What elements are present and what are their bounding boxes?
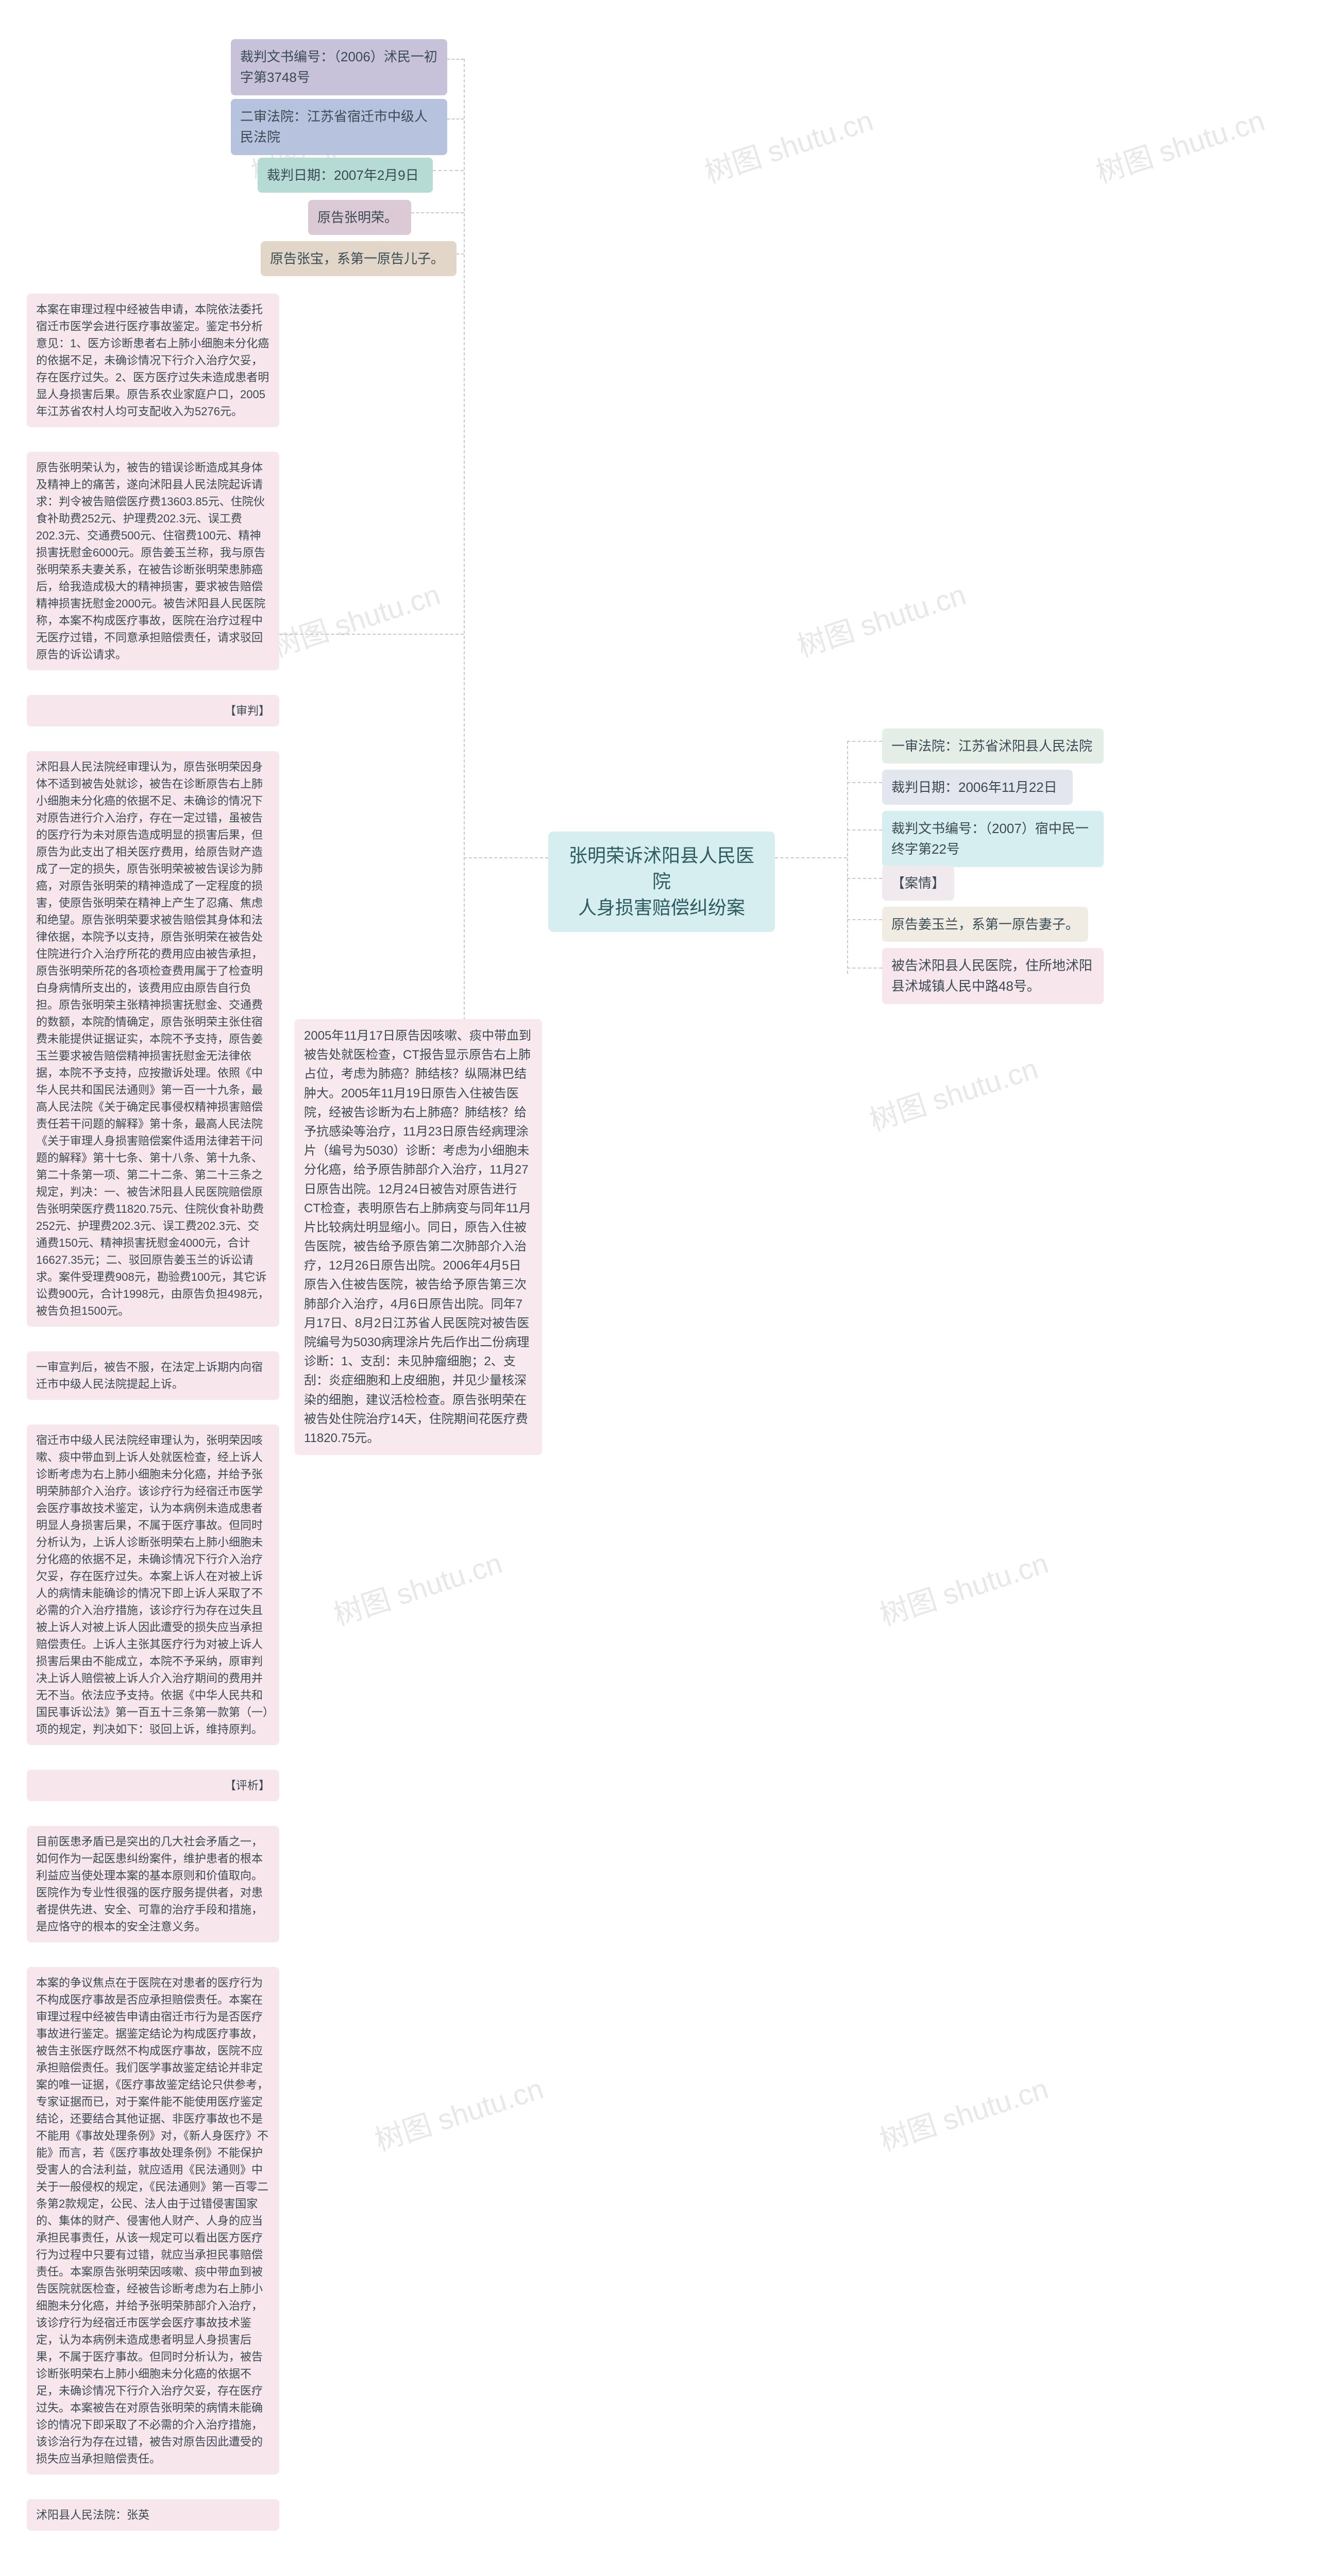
- left-long-para: 一审宣判后，被告不服，在法定上诉期内向宿迁市中级人民法院提起上诉。: [27, 1351, 279, 1400]
- right-node-r4: 【案情】: [882, 866, 954, 901]
- watermark: 树图 shutu.cn: [874, 1540, 1053, 1634]
- connector-stub: [847, 878, 882, 879]
- connector-stub: [847, 829, 882, 831]
- left-long-para: 原告张明荣认为，被告的错误诊断造成其身体及精神上的痛苦，遂向沭阳县人民法院起诉请…: [27, 452, 279, 670]
- right-node-r1: 一审法院：江苏省沭阳县人民法院: [882, 728, 1104, 764]
- right-node-r3: 裁判文书编号：（2007）宿中民一终字第22号: [882, 811, 1104, 867]
- connector-stub: [847, 782, 882, 783]
- left-top-node-lt4: 原告张明荣。: [308, 200, 411, 235]
- central-title-line2: 人身损害赔偿纠纷案: [578, 897, 745, 918]
- connector: [464, 857, 548, 858]
- connector-stub: [447, 118, 464, 120]
- left-long-para: 本案的争议焦点在于医院在对患者的医疗行为不构成医疗事故是否应承担赔偿责任。本案在…: [27, 1967, 279, 2475]
- watermark: 树图 shutu.cn: [791, 572, 971, 666]
- watermark: 树图 shutu.cn: [328, 1540, 507, 1634]
- right-node-r6: 被告沭阳县人民医院，住所地沭阳县沭城镇人民中路48号。: [882, 948, 1104, 1004]
- right-node-r2: 裁判日期：2006年11月22日: [882, 770, 1073, 805]
- connector-stub: [279, 634, 464, 635]
- connector-stub: [847, 919, 882, 920]
- watermark: 树图 shutu.cn: [864, 1046, 1043, 1140]
- connector-stub: [847, 741, 882, 742]
- connector-stub: [847, 968, 882, 969]
- watermark: 树图 shutu.cn: [699, 98, 878, 192]
- left-top-node-lt3: 裁判日期：2007年2月9日: [258, 158, 433, 193]
- left-top-node-lt2: 二审法院：江苏省宿迁市中级人民法院: [231, 99, 447, 155]
- watermark: 树图 shutu.cn: [369, 2066, 548, 2160]
- left-long-para: 【评析】: [27, 1770, 279, 1801]
- watermark: 树图 shutu.cn: [1090, 98, 1270, 192]
- left-long-para: 【审判】: [27, 695, 279, 726]
- connector-stub: [411, 212, 464, 213]
- connector-stub: [433, 170, 464, 171]
- central-title-line1: 张明荣诉沭阳县人民医院: [569, 845, 754, 892]
- connector-vert: [847, 741, 848, 974]
- left-long-para: 沭阳县人民法院经审理认为，原告张明荣因身体不适到被告处就诊，被告在诊断原告右上肺…: [27, 751, 279, 1327]
- watermark: 树图 shutu.cn: [266, 572, 445, 666]
- connector-stub: [447, 59, 464, 60]
- watermark: 树图 shutu.cn: [874, 2066, 1053, 2160]
- left-long-para: 目前医患矛盾已是突出的几大社会矛盾之一，如何作为一起医患纠纷案件，维护患者的根本…: [27, 1826, 279, 1942]
- central-node: 张明荣诉沭阳县人民医院人身损害赔偿纠纷案: [548, 832, 775, 932]
- left-top-node-lt5: 原告张宝，系第一原告儿子。: [261, 241, 456, 276]
- left-long-para: 本案在审理过程中经被告申请，本院依法委托宿迁市医学会进行医疗事故鉴定。鉴定书分析…: [27, 294, 279, 427]
- left-long-para: 沭阳县人民法院：张英: [27, 2499, 279, 2531]
- middle-long-node: 2005年11月17日原告因咳嗽、痰中带血到被告处就医检查，CT报告显示原告右上…: [295, 1019, 542, 1455]
- right-node-r5: 原告姜玉兰，系第一原告妻子。: [882, 907, 1088, 942]
- left-long-para: 宿迁市中级人民法院经审理认为，张明荣因咳嗽、痰中带血到上诉人处就医检查，经上诉人…: [27, 1425, 279, 1745]
- connector-stub: [456, 253, 464, 255]
- left-top-node-lt1: 裁判文书编号：（2006）沭民一初字第3748号: [231, 39, 447, 95]
- left-long-column: 本案在审理过程中经被告申请，本院依法委托宿迁市医学会进行医疗事故鉴定。鉴定书分析…: [27, 294, 279, 2555]
- connector: [775, 857, 847, 858]
